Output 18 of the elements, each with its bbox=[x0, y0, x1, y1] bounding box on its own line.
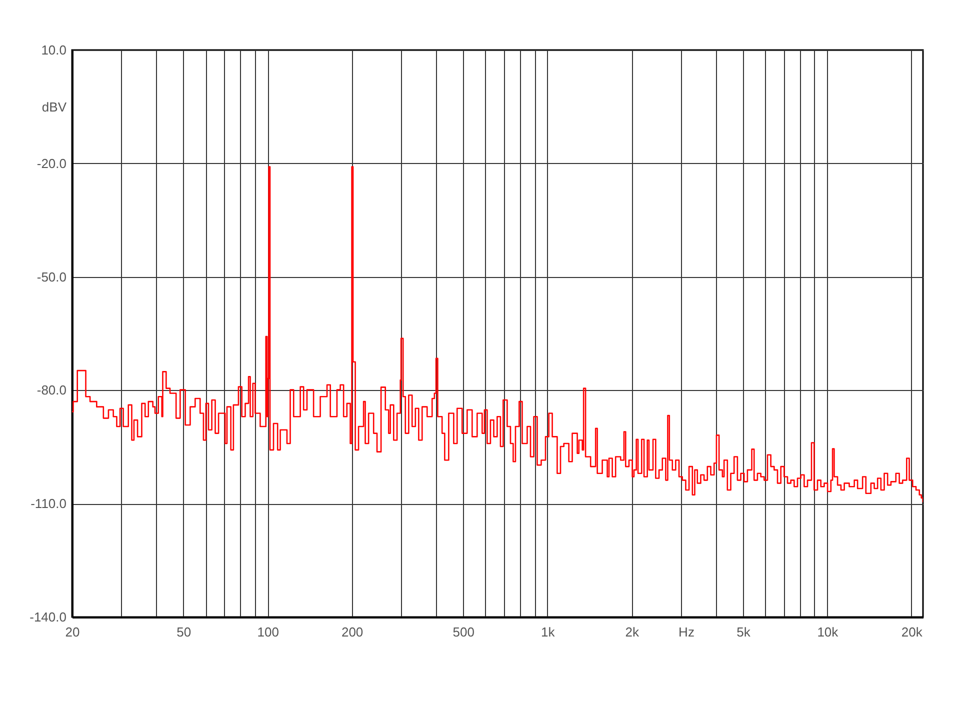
y-tick-label: -140.0 bbox=[30, 610, 66, 624]
y-tick-label: -80.0 bbox=[36, 382, 66, 398]
x-axis-title: Hz bbox=[678, 624, 694, 640]
y-axis-title: dBV bbox=[42, 99, 67, 114]
x-tick-label: 500 bbox=[452, 624, 475, 640]
x-tick-label: 10k bbox=[817, 624, 839, 640]
x-tick-label: 50 bbox=[176, 624, 192, 640]
x-tick-label: 100 bbox=[257, 624, 279, 640]
y-tick-label: -20.0 bbox=[36, 156, 66, 171]
x-tick-label: 2k bbox=[625, 624, 640, 640]
y-tick-label: 10.0 bbox=[41, 42, 66, 58]
x-tick-label: 20 bbox=[65, 624, 80, 640]
x-tick-label: 20k bbox=[901, 624, 923, 640]
x-tick-label: 200 bbox=[341, 624, 364, 640]
x-tick-label: 5k bbox=[736, 624, 751, 640]
x-tick-label: 1k bbox=[541, 624, 556, 640]
y-tick-label: -110.0 bbox=[30, 496, 66, 512]
y-tick-label: -50.0 bbox=[36, 269, 66, 284]
